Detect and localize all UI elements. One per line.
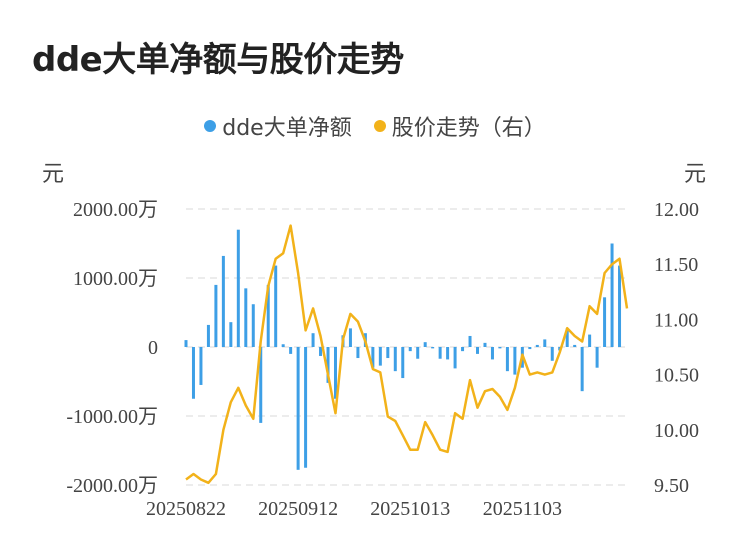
dde-bar[interactable] [259,347,263,423]
chart-legend: dde大单净额 股价走势（右） [0,110,750,142]
dde-bar[interactable] [266,284,270,347]
left-tick-label: -2000.00万 [66,475,158,497]
dde-bar[interactable] [206,324,210,347]
legend-dot-price [373,120,386,132]
right-tick-label: 12.00 [654,199,699,221]
dde-bar[interactable] [483,342,487,347]
right-axis-unit: 元 [684,162,707,187]
dde-bar[interactable] [386,347,390,359]
dde-bar[interactable] [416,347,420,359]
dde-bar[interactable] [281,344,285,347]
dde-bar[interactable] [214,284,218,347]
dde-bar[interactable] [423,342,427,347]
right-tick-label: 11.50 [654,254,698,276]
left-axis-unit: 元 [42,162,65,187]
line-series [185,224,629,485]
dde-bar[interactable] [296,347,300,470]
right-tick-label: 9.50 [654,475,689,497]
dde-bar[interactable] [378,347,382,366]
x-tick-label: 20250822 [146,498,226,520]
legend-item-dde[interactable]: dde大单净额 [204,110,352,142]
dde-bar[interactable] [348,328,352,347]
dde-bar[interactable] [326,347,330,383]
x-tick-label: 20251013 [370,498,450,520]
dde-bar[interactable] [535,344,539,347]
dde-bar[interactable] [490,347,494,360]
dde-bar[interactable] [229,322,233,347]
left-tick-label: 2000.00万 [73,199,158,221]
dde-bar[interactable] [461,347,465,352]
legend-dot-dde [204,120,217,132]
bar-series [184,229,622,470]
dde-bar[interactable] [618,265,622,347]
dde-bar[interactable] [595,347,599,368]
dde-bar[interactable] [304,347,308,468]
legend-label-dde: dde大单净额 [222,116,352,141]
dde-bar[interactable] [468,335,472,347]
dde-bar[interactable] [513,347,517,375]
right-tick-label: 11.00 [654,309,698,331]
dde-bar[interactable] [333,347,337,399]
left-tick-label: 1000.00万 [73,268,158,290]
dde-bar[interactable] [476,347,480,354]
dde-bar[interactable] [319,347,323,356]
dde-bar[interactable] [199,347,203,385]
axis-labels: 2000.00万 1000.00万 0 -1000.00万 -2000.00万 12.00… [66,199,699,520]
dde-bar[interactable] [610,243,614,348]
x-tick-label: 20250912 [258,498,338,520]
dde-bar[interactable] [588,334,592,347]
dde-bar[interactable] [438,347,442,359]
right-tick-label: 10.50 [654,365,699,387]
dde-bar[interactable] [401,347,405,379]
right-tick-label: 10.00 [654,420,699,442]
dde-bar[interactable] [505,347,509,372]
price-line[interactable] [185,224,629,485]
dde-bar[interactable] [191,347,195,399]
dde-bar[interactable] [251,304,255,347]
dde-bar[interactable] [393,347,397,372]
dde-bar[interactable] [244,288,248,347]
dde-bar[interactable] [550,347,554,361]
left-tick-label: -1000.00万 [66,406,158,428]
legend-label-price: 股价走势（右） [391,116,546,141]
dde-bar[interactable] [431,347,435,349]
dde-bar[interactable] [236,229,240,347]
dde-bar[interactable] [528,347,532,350]
dde-bar[interactable] [356,347,360,359]
left-tick-label: 0 [148,337,158,359]
dde-bar[interactable] [274,265,278,347]
dde-bar[interactable] [408,347,412,352]
dde-bar[interactable] [371,347,375,368]
dde-bar[interactable] [580,347,584,392]
dde-bar[interactable] [565,328,569,347]
chart-title: dde大单净额与股价走势 [32,40,404,80]
dde-bar[interactable] [603,297,607,347]
dde-bar[interactable] [289,347,293,354]
legend-item-price[interactable]: 股价走势（右） [373,110,546,142]
dde-bar[interactable] [573,344,577,347]
dde-bar[interactable] [184,340,188,347]
dde-bar[interactable] [453,347,457,369]
dde-bar[interactable] [543,339,547,347]
dde-bar[interactable] [311,333,315,347]
x-tick-label: 20251103 [483,498,562,520]
dde-bar[interactable] [498,347,502,349]
dde-bar[interactable] [221,255,225,347]
dde-bar[interactable] [446,347,450,360]
